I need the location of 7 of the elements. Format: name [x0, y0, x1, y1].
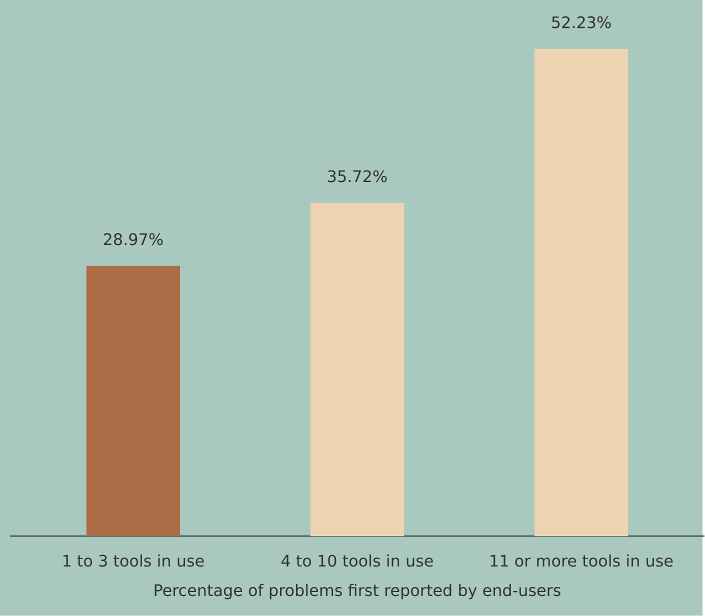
x-tick-label: 4 to 10 tools in use	[281, 554, 433, 567]
x-tick-label: 11 or more tools in use	[490, 554, 673, 567]
x-tick-label: 1 to 3 tools in use	[63, 554, 204, 567]
data-label: 52.23%	[552, 16, 611, 28]
data-label: 35.72%	[328, 170, 387, 182]
x-axis-title: Percentage of problems first reported by end-users	[154, 584, 560, 600]
data-label: 28.97%	[104, 233, 163, 246]
